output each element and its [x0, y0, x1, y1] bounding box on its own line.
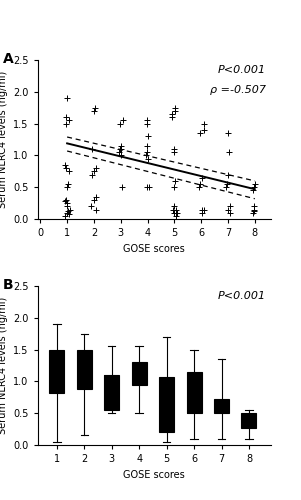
Y-axis label: Serum NLRC4 levels (ng/ml): Serum NLRC4 levels (ng/ml)	[0, 297, 8, 434]
PathPatch shape	[77, 350, 92, 389]
Text: ρ =-0.507: ρ =-0.507	[210, 86, 266, 96]
PathPatch shape	[132, 362, 147, 384]
PathPatch shape	[104, 375, 119, 410]
Y-axis label: Serum NLRC4 levels (ng/ml): Serum NLRC4 levels (ng/ml)	[0, 71, 8, 208]
PathPatch shape	[241, 413, 256, 428]
Text: A: A	[3, 52, 13, 66]
X-axis label: GOSE scores: GOSE scores	[123, 244, 185, 254]
PathPatch shape	[49, 350, 64, 393]
X-axis label: GOSE scores: GOSE scores	[123, 470, 185, 480]
PathPatch shape	[159, 377, 174, 432]
PathPatch shape	[214, 399, 229, 413]
Text: B: B	[3, 278, 13, 292]
Text: P<0.001: P<0.001	[218, 65, 266, 75]
PathPatch shape	[187, 372, 202, 413]
Text: P<0.001: P<0.001	[218, 290, 266, 300]
